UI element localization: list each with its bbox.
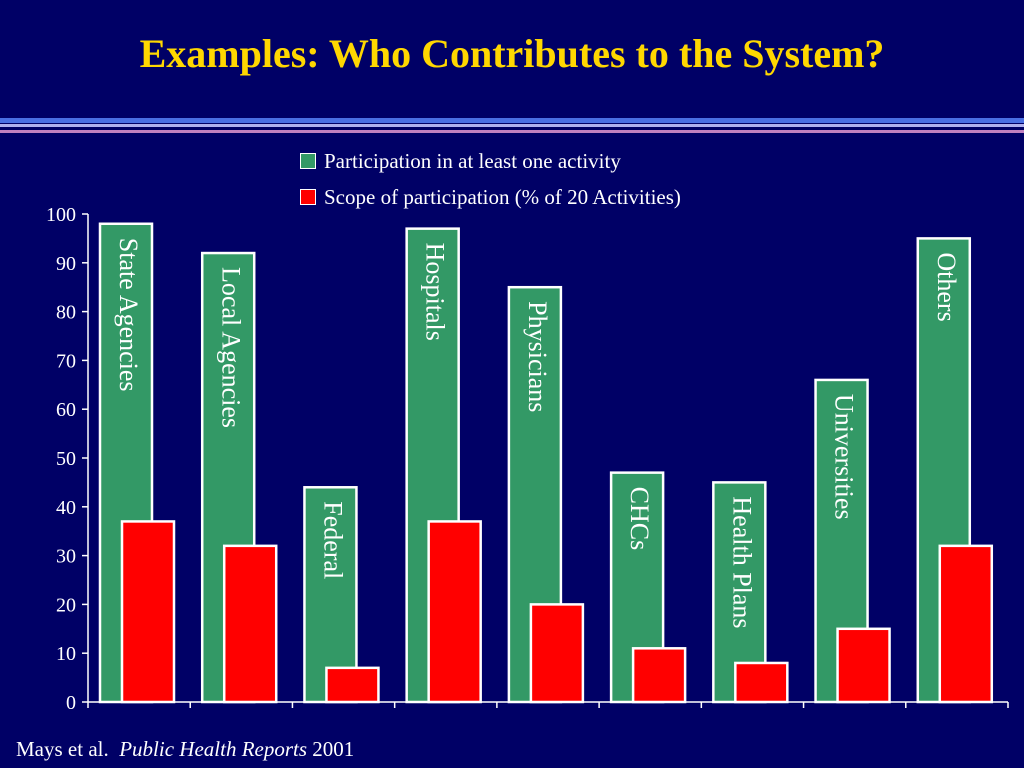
bar-scope (938, 544, 994, 704)
y-tick-label: 20 (56, 594, 76, 616)
legend-swatch-scope (300, 189, 316, 205)
category-label: State Agencies (114, 238, 143, 392)
legend-label-scope: Scope of participation (% of 20 Activiti… (324, 184, 681, 209)
category-label: CHCs (625, 487, 654, 551)
slide-title: Examples: Who Contributes to the System? (139, 31, 885, 76)
title-divider-lavender (0, 124, 1024, 127)
y-tick-label: 0 (66, 692, 76, 714)
category-label: Physicians (523, 301, 552, 412)
legend-item-scope: Scope of participation (% of 20 Activiti… (300, 179, 681, 215)
category-label: Local Agencies (216, 267, 245, 428)
y-tick-label: 90 (56, 253, 76, 275)
legend-swatch-participation (300, 153, 316, 169)
y-tick-label: 60 (56, 399, 76, 421)
category-label: Federal (318, 501, 347, 579)
y-tick-label: 80 (56, 302, 76, 324)
citation: Mays et al. Public Health Reports 2001 (16, 737, 354, 762)
title-divider-pink (0, 130, 1024, 133)
citation-year: 2001 (312, 737, 355, 761)
legend-item-participation: Participation in at least one activity (300, 143, 681, 179)
bar-scope (427, 520, 482, 704)
y-tick-label: 50 (56, 448, 76, 470)
citation-journal: Public Health Reports (119, 737, 308, 761)
y-tick-label: 100 (46, 204, 76, 226)
y-tick-label: 40 (56, 497, 76, 519)
bar-participation (303, 486, 358, 704)
category-label: Universities (830, 394, 859, 520)
y-tick-label: 30 (56, 546, 76, 568)
bar-scope (325, 666, 380, 704)
category-label: Hospitals (421, 243, 450, 341)
y-tick-label: 70 (56, 350, 76, 372)
category-label: Health Plans (727, 496, 756, 628)
bar-scope (836, 627, 891, 704)
bar-scope (222, 544, 278, 704)
category-label: Others (932, 252, 961, 321)
bar-scope (529, 603, 585, 704)
citation-authors: Mays et al. (16, 737, 109, 761)
y-tick-label: 10 (56, 643, 76, 665)
chart-legend: Participation in at least one activity S… (300, 143, 681, 215)
title-divider-blue (0, 118, 1024, 123)
bar-scope (120, 520, 176, 704)
bar-scope (734, 661, 789, 704)
bar-scope (631, 647, 687, 704)
legend-label-participation: Participation in at least one activity (324, 148, 621, 173)
